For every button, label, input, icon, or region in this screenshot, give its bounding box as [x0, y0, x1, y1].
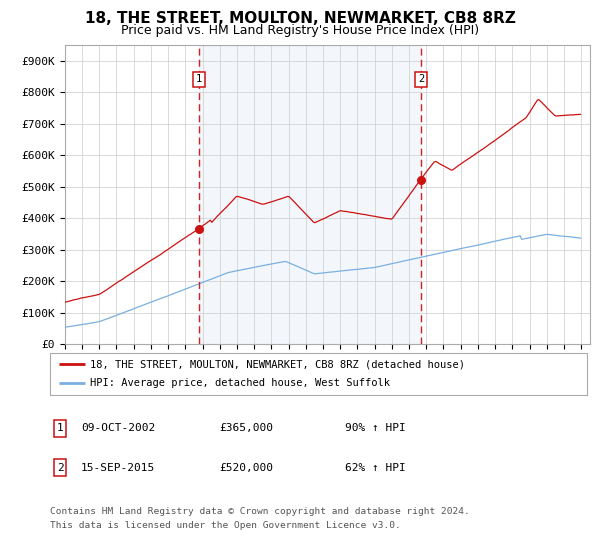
Text: £365,000: £365,000: [219, 423, 273, 433]
Text: 1: 1: [56, 423, 64, 433]
Text: 18, THE STREET, MOULTON, NEWMARKET, CB8 8RZ: 18, THE STREET, MOULTON, NEWMARKET, CB8 …: [85, 11, 515, 26]
Text: Price paid vs. HM Land Registry's House Price Index (HPI): Price paid vs. HM Land Registry's House …: [121, 24, 479, 37]
Text: Contains HM Land Registry data © Crown copyright and database right 2024.: Contains HM Land Registry data © Crown c…: [50, 507, 470, 516]
Text: 90% ↑ HPI: 90% ↑ HPI: [345, 423, 406, 433]
Text: 2: 2: [56, 463, 64, 473]
Text: 15-SEP-2015: 15-SEP-2015: [81, 463, 155, 473]
Bar: [199, 45, 421, 344]
Text: 62% ↑ HPI: 62% ↑ HPI: [345, 463, 406, 473]
FancyBboxPatch shape: [50, 353, 587, 395]
Text: £520,000: £520,000: [219, 463, 273, 473]
Text: 1: 1: [196, 74, 202, 85]
Text: 18, THE STREET, MOULTON, NEWMARKET, CB8 8RZ (detached house): 18, THE STREET, MOULTON, NEWMARKET, CB8 …: [90, 359, 465, 369]
Text: This data is licensed under the Open Government Licence v3.0.: This data is licensed under the Open Gov…: [50, 521, 401, 530]
Text: HPI: Average price, detached house, West Suffolk: HPI: Average price, detached house, West…: [90, 379, 390, 389]
Text: 09-OCT-2002: 09-OCT-2002: [81, 423, 155, 433]
Text: 2: 2: [418, 74, 424, 85]
